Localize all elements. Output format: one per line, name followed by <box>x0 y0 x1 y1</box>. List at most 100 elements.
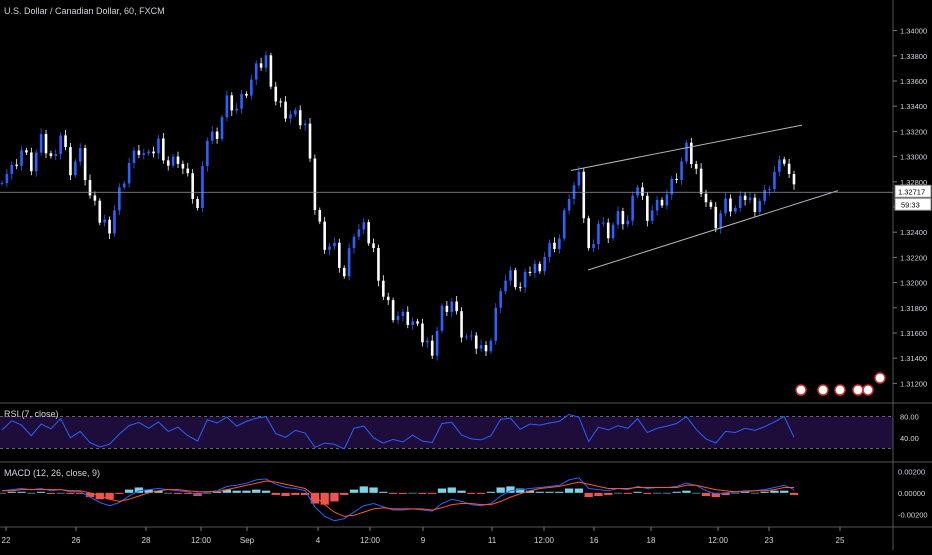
candle-body <box>166 160 170 166</box>
symbol-title: U.S. Dollar / Canadian Dollar, 60, FXCM <box>4 6 165 16</box>
candle-body <box>338 242 341 268</box>
price-tick-label: 1.31600 <box>900 329 927 338</box>
macd-histogram-bar <box>134 487 144 493</box>
economic-event-icon[interactable] <box>852 384 864 396</box>
candle-body <box>670 178 674 195</box>
candle-body <box>528 271 532 274</box>
candle-body <box>215 131 219 139</box>
candle-body <box>59 135 62 155</box>
macd-signal-line <box>2 480 794 517</box>
candle-body <box>773 171 776 190</box>
candle-body <box>753 197 757 213</box>
price-tick-label: 1.33800 <box>900 52 927 61</box>
time-tick-label: 12:00 <box>360 536 381 545</box>
candle-body <box>240 93 243 109</box>
macd-histogram-bar <box>359 486 368 493</box>
economic-event-icon[interactable] <box>817 384 829 396</box>
candle-body <box>352 236 356 249</box>
candle-body <box>460 311 463 338</box>
macd-histogram-bar <box>291 492 300 495</box>
candle-body <box>328 246 331 250</box>
economic-event-icon[interactable] <box>874 372 886 384</box>
time-tick-label: 12:00 <box>708 536 729 545</box>
countdown-label: 59:33 <box>901 200 920 209</box>
candle-body <box>225 95 229 118</box>
candle-body <box>597 223 600 245</box>
candle-body <box>421 323 424 343</box>
macd-histogram-bar <box>418 492 427 494</box>
candle-body <box>636 187 639 196</box>
candle-body <box>93 195 97 201</box>
price-tick-label: 1.31400 <box>900 354 927 363</box>
candle-body <box>445 305 449 312</box>
macd-histogram-bar <box>760 491 769 493</box>
candle-body <box>34 152 38 172</box>
price-tick-label: 1.34000 <box>900 27 927 36</box>
macd-histogram-bar <box>398 492 408 494</box>
candle-body <box>235 108 238 111</box>
macd-histogram-bar <box>740 491 750 493</box>
macd-title: MACD (12, 26, close, 9) <box>4 468 101 478</box>
macd-histogram-bar <box>721 492 730 495</box>
candle-body <box>729 198 732 212</box>
macd-histogram-bar <box>300 492 310 495</box>
candle-body <box>0 183 4 185</box>
candle-body <box>738 195 742 209</box>
candle-body <box>377 248 380 281</box>
macd-histogram-bar <box>711 492 720 498</box>
candle-body <box>484 345 488 352</box>
price-tick-label: 1.33600 <box>900 77 927 86</box>
candle-body <box>435 330 439 356</box>
macd-histogram-bar <box>281 492 290 497</box>
candle-body <box>118 187 121 211</box>
candle-body <box>318 210 322 222</box>
candle-body <box>269 55 273 87</box>
candle-body <box>264 55 268 68</box>
macd-histogram-bar <box>340 492 349 495</box>
macd-histogram-bar <box>604 492 613 495</box>
candle-body <box>201 166 204 209</box>
macd-histogram-bar <box>232 490 241 493</box>
macd-histogram-bar <box>271 492 280 495</box>
macd-histogram-bar <box>467 492 476 494</box>
candle-body <box>181 163 185 169</box>
candle-body <box>171 156 175 166</box>
time-tick-label: 12:00 <box>534 536 555 545</box>
candle-body <box>294 110 297 115</box>
candle-body <box>748 197 752 200</box>
macd-histogram-bar <box>408 492 417 494</box>
candle-body <box>426 340 429 343</box>
candle-body <box>621 211 625 225</box>
economic-event-icon[interactable] <box>862 384 874 396</box>
candle-body <box>401 311 405 316</box>
candle-body <box>782 159 786 164</box>
macd-histogram-bar <box>652 492 662 494</box>
candle-body <box>606 222 610 239</box>
rsi-line <box>1 413 795 450</box>
candle-body <box>152 151 155 154</box>
candle-body <box>108 219 111 234</box>
candle-body <box>553 242 556 249</box>
candle-body <box>25 150 28 153</box>
rsi-band <box>0 416 893 449</box>
economic-event-icon[interactable] <box>795 384 807 396</box>
candle-body <box>704 193 708 203</box>
time-tick-label: 4 <box>316 536 321 545</box>
macd-histogram-bar <box>212 491 222 493</box>
macd-histogram-bar <box>516 488 525 493</box>
macd-histogram-bar <box>535 491 544 493</box>
price-tick-label: 1.31200 <box>900 379 927 388</box>
candle-body <box>39 133 43 153</box>
macd-histogram-bar <box>7 491 16 493</box>
price-tick-label: 1.33400 <box>900 102 927 111</box>
candle-body <box>602 222 605 224</box>
trendline <box>587 190 839 271</box>
macd-histogram-bar <box>379 491 388 493</box>
candle-body <box>665 194 669 206</box>
economic-event-icon[interactable] <box>834 384 846 396</box>
candle-body <box>430 340 434 356</box>
macd-histogram-bar <box>692 492 701 494</box>
macd-histogram-bar <box>525 490 535 493</box>
